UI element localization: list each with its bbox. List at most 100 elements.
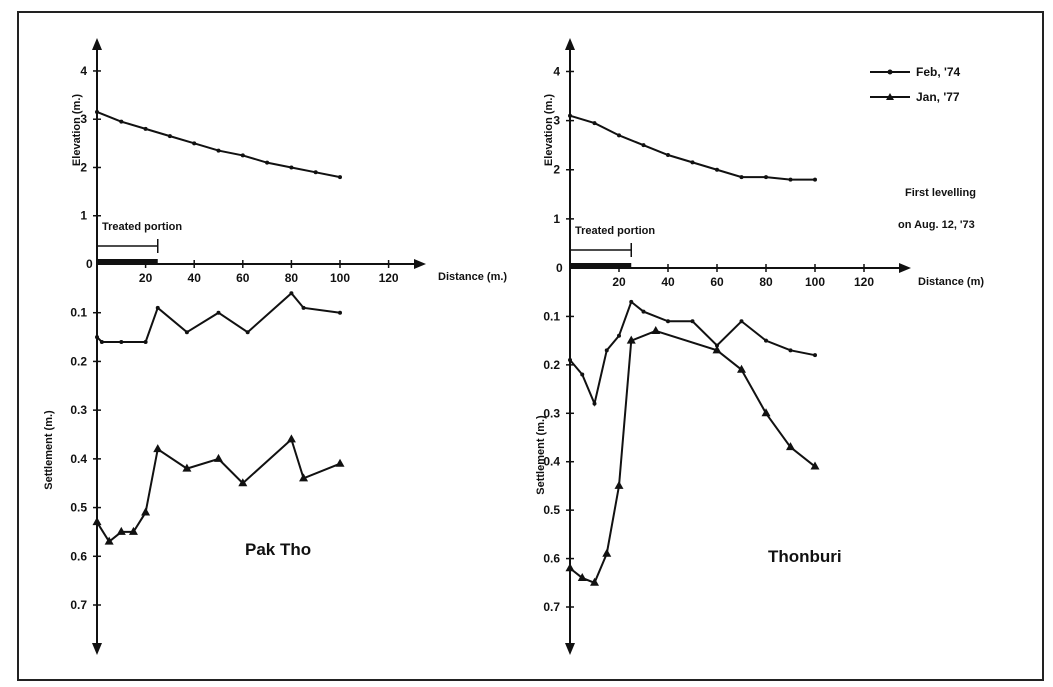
settlement-point-jan-77 xyxy=(335,458,345,467)
distance-tick-label: 20 xyxy=(612,275,626,289)
distance-axis-arrow xyxy=(899,263,911,273)
distance-tick-label: 40 xyxy=(661,275,675,289)
settlement-point-jan-77 xyxy=(182,463,192,472)
settlement-point-feb-74 xyxy=(690,319,695,324)
settlement-tick-label: 0.5 xyxy=(543,503,560,517)
settlement-point-jan-77 xyxy=(238,478,248,487)
settlement-point-feb-74 xyxy=(289,291,294,296)
settlement-point-jan-77 xyxy=(92,517,102,526)
panel-pak-tho: Distance (m.) Elevation (m.) Settlement … xyxy=(43,38,507,655)
distance-tick-label: 120 xyxy=(854,275,874,289)
settlement-point-feb-74 xyxy=(592,401,597,406)
panel-thonburi: Distance (m) Elevation (m.) Settlement (… xyxy=(535,38,984,655)
elevation-profile-point xyxy=(95,109,99,114)
treated-portion-label: Treated portion xyxy=(575,225,655,237)
elevation-profile-point xyxy=(167,134,172,139)
settlement-point-feb-74 xyxy=(813,353,817,358)
settlement-point-jan-77 xyxy=(565,563,575,572)
distance-tick-label: 80 xyxy=(759,275,773,289)
settlement-point-feb-74 xyxy=(666,319,670,324)
distance-axis-arrow xyxy=(414,259,426,269)
levelling-note: First levelling on Aug. 12, '73 xyxy=(898,187,976,231)
distance-tick-label: 100 xyxy=(330,271,350,285)
settlement-point-feb-74 xyxy=(245,330,250,335)
legend-label-series-a: Feb, '74 xyxy=(916,65,961,79)
settlement-tick-label: 0.2 xyxy=(70,354,87,368)
elevation-profile-point xyxy=(338,175,342,180)
settlement-axis-label: Settlement (m.) xyxy=(535,415,547,495)
elevation-profile-point xyxy=(568,113,572,118)
settlement-point-feb-74 xyxy=(604,348,609,353)
elevation-profile-point xyxy=(617,133,621,138)
elevation-profile-point xyxy=(289,165,294,170)
settlement-point-feb-74 xyxy=(119,339,124,344)
elevation-tick-label: 2 xyxy=(80,160,87,174)
settlement-point-feb-74 xyxy=(99,339,104,344)
settlement-point-feb-74 xyxy=(216,310,221,315)
settlement-point-jan-77 xyxy=(141,507,151,516)
settlement-axis-arrow xyxy=(92,643,102,655)
settlement-point-jan-77 xyxy=(153,444,163,453)
treated-portion-label: Treated portion xyxy=(102,221,182,233)
settlement-point-feb-74 xyxy=(580,372,585,377)
settlement-point-jan-77 xyxy=(116,526,126,535)
elevation-axis-label: Elevation (m.) xyxy=(543,94,555,166)
settlement-tick-label: 0.5 xyxy=(70,501,87,515)
distance-tick-label: 60 xyxy=(236,271,250,285)
elevation-profile-point xyxy=(240,153,245,158)
elevation-profile-point xyxy=(192,141,197,146)
legend: Feb, '74 Jan, '77 xyxy=(870,65,961,104)
settlement-point-jan-77 xyxy=(590,577,599,586)
settlement-point-jan-77 xyxy=(214,453,223,462)
elevation-profile-point xyxy=(739,175,744,180)
settlement-point-jan-77 xyxy=(712,345,722,354)
settlement-point-jan-77 xyxy=(104,536,114,545)
settlement-point-feb-74 xyxy=(617,333,621,338)
settlement-point-jan-77 xyxy=(299,473,309,482)
settlement-point-feb-74 xyxy=(155,305,160,310)
settlement-point-feb-74 xyxy=(764,338,768,343)
elevation-tick-label: 3 xyxy=(553,114,560,128)
settlement-tick-label: 0.4 xyxy=(70,452,87,466)
elevation-profile-point xyxy=(690,160,695,165)
ticks: 20 40 60 80 100 120 1 2 3 4 0.1 0.2 0.3 0.4 0.5 0.6 0.7 xyxy=(543,64,874,614)
settlement-point-jan-77 xyxy=(577,572,587,581)
distance-tick-label: 100 xyxy=(805,275,825,289)
distance-tick-label: 120 xyxy=(379,271,399,285)
elevation-profile-point xyxy=(143,126,148,131)
settlement-tick-label: 0.2 xyxy=(543,358,560,372)
settlement-tick-label: 0.7 xyxy=(543,600,560,614)
legend-marker-series-a xyxy=(887,69,893,75)
settlement-point-feb-74 xyxy=(338,310,342,315)
elevation-profile-point xyxy=(666,153,670,157)
settlement-tick-label: 0.1 xyxy=(70,306,87,320)
elevation-profile-point xyxy=(641,143,646,148)
elevation-profile-point xyxy=(592,121,597,126)
elevation-tick-label: 1 xyxy=(553,212,560,226)
settlement-point-jan-77 xyxy=(737,364,746,373)
elevation-profile-point xyxy=(313,170,318,175)
panel-title: Thonburi xyxy=(768,547,842,566)
settlement-point-feb-74 xyxy=(95,335,99,340)
elevation-axis-arrow xyxy=(565,38,575,50)
distance-axis-label: Distance (m.) xyxy=(438,271,507,283)
settlement-point-feb-74 xyxy=(184,330,189,335)
legend-marker-series-b xyxy=(886,93,894,100)
zero-label: 0 xyxy=(86,257,93,271)
settlement-line-feb-74 xyxy=(569,300,816,407)
settlement-point-feb-74 xyxy=(568,358,572,363)
settlement-point-jan-77 xyxy=(128,526,138,535)
settlement-tick-label: 0.3 xyxy=(70,403,87,417)
levelling-note-line2: on Aug. 12, '73 xyxy=(898,219,975,231)
settlement-tick-label: 0.1 xyxy=(543,309,560,323)
elevation-profile-point xyxy=(715,167,719,172)
elevation-tick-label: 3 xyxy=(80,112,87,126)
settlement-point-feb-74 xyxy=(788,348,793,353)
settlement-axis-label: Settlement (m.) xyxy=(43,410,55,490)
distance-tick-label: 80 xyxy=(285,271,299,285)
settlement-point-jan-77 xyxy=(786,442,795,451)
elevation-tick-label: 2 xyxy=(553,163,560,177)
distance-tick-label: 60 xyxy=(710,275,724,289)
